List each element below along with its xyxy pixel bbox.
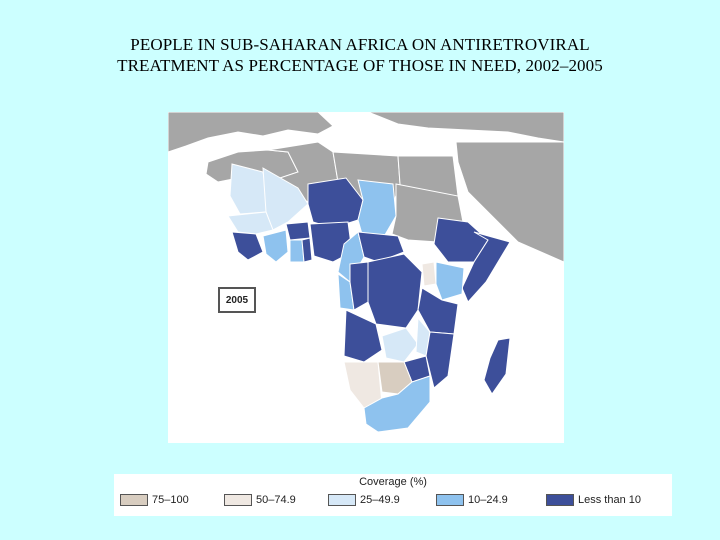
legend-label: Less than 10 (578, 494, 641, 506)
region-somalia (461, 231, 511, 303)
region-togo-benin (301, 237, 313, 263)
legend-label: 25–49.9 (360, 494, 400, 506)
region-drc (367, 253, 423, 329)
legend-item-75-100: 75–100 (120, 493, 189, 507)
legend-swatch (328, 494, 356, 506)
region-congo (349, 261, 369, 311)
region-uganda (421, 261, 437, 287)
legend-item-25-49: 25–49.9 (328, 493, 400, 507)
region-angola (343, 309, 383, 363)
region-mauritania (229, 163, 269, 215)
legend-item-less-than-10: Less than 10 (546, 493, 641, 507)
region-cote-divoire (262, 229, 289, 263)
legend-label: 10–24.9 (468, 494, 508, 506)
legend-swatch (436, 494, 464, 506)
legend-swatch (224, 494, 252, 506)
region-kenya (435, 261, 465, 301)
region-zambia (381, 327, 419, 363)
region-europe (168, 112, 334, 153)
legend-label: 75–100 (152, 494, 189, 506)
africa-coverage-map (168, 112, 564, 443)
region-south-africa (363, 375, 431, 433)
page-title: PEOPLE IN SUB-SAHARAN AFRICA ON ANTIRETR… (0, 34, 720, 76)
region-mozambique (425, 331, 455, 389)
map-svg (168, 112, 564, 443)
title-line-1: PEOPLE IN SUB-SAHARAN AFRICA ON ANTIRETR… (130, 35, 590, 54)
legend-title: Coverage (%) (359, 476, 427, 488)
legend: Coverage (%) 75–100 50–74.9 25–49.9 10–2… (114, 474, 672, 516)
legend-swatch (120, 494, 148, 506)
region-turkey (367, 112, 564, 143)
region-middle-east (455, 141, 564, 263)
legend-label: 50–74.9 (256, 494, 296, 506)
title-line-2: TREATMENT AS PERCENTAGE OF THOSE IN NEED… (117, 56, 603, 75)
legend-swatch (546, 494, 574, 506)
region-guinea (231, 231, 264, 261)
region-senegal (227, 211, 274, 235)
year-label: 2005 (218, 287, 256, 313)
legend-item-10-24: 10–24.9 (436, 493, 508, 507)
legend-item-50-74: 50–74.9 (224, 493, 296, 507)
region-madagascar (483, 337, 511, 395)
region-burkina-faso (285, 221, 311, 241)
